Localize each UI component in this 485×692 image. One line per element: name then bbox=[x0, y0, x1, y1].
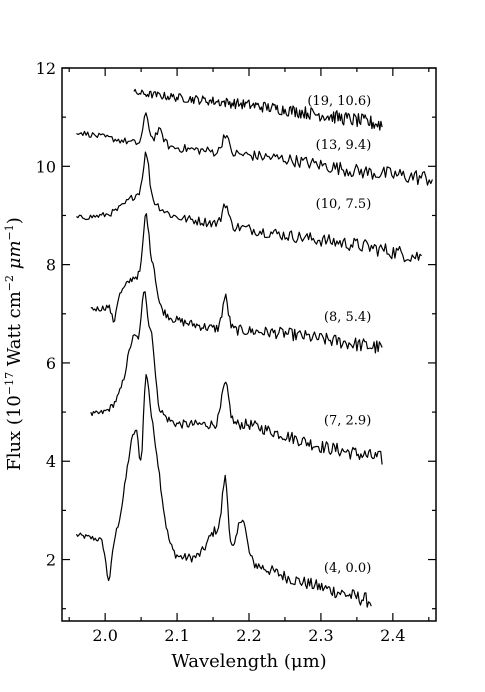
x-tick-label: 2.4 bbox=[380, 626, 405, 645]
plot-frame bbox=[61, 67, 437, 622]
x-tick-label: 2.1 bbox=[164, 626, 189, 645]
spectrum-line bbox=[76, 151, 422, 263]
spectrum-line bbox=[133, 88, 383, 131]
spectrum-line bbox=[90, 213, 383, 354]
axes-ticks: 2.0 2.1 2.2 2.3 2.4 2 4 6 8 10 12 bbox=[36, 59, 436, 645]
spectrum-label: (19, 10.6) bbox=[307, 94, 371, 109]
spectrum-line bbox=[90, 291, 383, 465]
y-tick-label: 10 bbox=[36, 157, 56, 176]
spectrum-label: (13, 9.4) bbox=[316, 138, 372, 153]
spectrum-label: (7, 2.9) bbox=[324, 413, 371, 428]
y-tick-label: 12 bbox=[36, 59, 56, 78]
spectrum-line bbox=[76, 112, 433, 186]
spectrum-line bbox=[75, 374, 372, 608]
spectrum-label: (4, 0.0) bbox=[324, 561, 371, 576]
y-axis-title: Flux (10−17 Watt cm−2 μm−1) bbox=[3, 217, 25, 471]
x-tick-label: 2.3 bbox=[308, 626, 333, 645]
y-tick-label: 2 bbox=[46, 551, 56, 570]
y-tick-label: 4 bbox=[46, 452, 56, 471]
x-tick-label: 2.2 bbox=[236, 626, 261, 645]
y-tick-label: 8 bbox=[46, 256, 56, 275]
plot-area: (4, 0.0) (7, 2.9) (8, 5.4) (10, 7.5) (13, 9.… bbox=[75, 88, 433, 608]
y-tick-label: 6 bbox=[46, 354, 56, 373]
spectrum-label: (8, 5.4) bbox=[324, 310, 371, 325]
spectrum-label: (10, 7.5) bbox=[316, 197, 372, 212]
x-tick-label: 2.0 bbox=[92, 626, 117, 645]
x-axis-title: Wavelength (μm) bbox=[171, 651, 326, 672]
